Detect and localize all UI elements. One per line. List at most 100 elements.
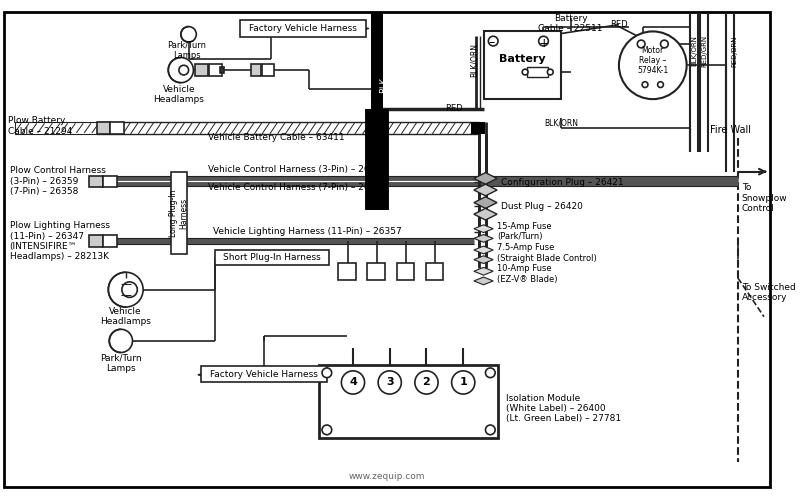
Text: Vehicle Control Harness (7-Pin) – 26346: Vehicle Control Harness (7-Pin) – 26346 (208, 183, 386, 192)
Polygon shape (474, 235, 494, 242)
Bar (426, 262, 443, 280)
Circle shape (322, 368, 332, 378)
Circle shape (486, 425, 495, 435)
Circle shape (661, 40, 668, 48)
Text: 4: 4 (349, 377, 357, 387)
Bar (471, 122, 485, 134)
Bar (338, 262, 356, 280)
Bar (89, 176, 102, 187)
Bar (367, 262, 385, 280)
Bar (371, 12, 383, 211)
Text: BLK: BLK (379, 77, 388, 93)
Text: 1: 1 (459, 377, 467, 387)
Text: BLK/ORN: BLK/ORN (544, 119, 578, 128)
Bar (103, 176, 117, 187)
Circle shape (179, 65, 189, 75)
Text: –: – (488, 36, 494, 49)
Bar (209, 64, 222, 76)
Circle shape (168, 57, 194, 83)
Bar (89, 236, 102, 247)
Circle shape (181, 26, 196, 42)
Text: To Switched
Accessory: To Switched Accessory (742, 283, 795, 302)
Text: Vehicle
Headlamps: Vehicle Headlamps (154, 85, 204, 104)
Bar (14, 122, 97, 134)
Text: 15-Amp Fuse
(Park/Turn): 15-Amp Fuse (Park/Turn) (497, 222, 552, 242)
Text: RED/GRN: RED/GRN (701, 35, 707, 67)
Circle shape (619, 31, 686, 99)
Polygon shape (474, 267, 494, 275)
Bar (97, 122, 110, 134)
Circle shape (122, 282, 138, 297)
Polygon shape (474, 225, 494, 233)
Text: Dust Plug – 26420: Dust Plug – 26420 (501, 202, 583, 211)
Bar (319, 365, 498, 438)
Text: RED: RED (610, 20, 628, 29)
Text: Factory Vehicle Harness: Factory Vehicle Harness (249, 24, 357, 33)
Circle shape (488, 36, 498, 46)
Circle shape (638, 40, 645, 48)
Text: Plow Battery
Cable – 21294: Plow Battery Cable – 21294 (8, 116, 72, 136)
Polygon shape (474, 209, 497, 220)
Text: Short Plug-In Harness: Short Plug-In Harness (223, 253, 321, 262)
Circle shape (342, 371, 365, 394)
Bar (201, 366, 327, 382)
Text: www.zequip.com: www.zequip.com (349, 472, 425, 481)
Text: Fire Wall: Fire Wall (710, 125, 750, 135)
Polygon shape (474, 184, 497, 196)
Text: Configuration Plug – 26421: Configuration Plug – 26421 (501, 178, 623, 187)
Polygon shape (474, 277, 494, 285)
Bar (103, 236, 117, 247)
Circle shape (486, 368, 495, 378)
Circle shape (415, 371, 438, 394)
Polygon shape (474, 197, 497, 209)
Text: 2: 2 (422, 377, 430, 387)
Bar (262, 64, 274, 76)
Text: Factory Vehicle Harness: Factory Vehicle Harness (210, 370, 318, 379)
Bar (527, 67, 548, 77)
Text: BLK/ORN: BLK/ORN (470, 43, 478, 77)
Circle shape (108, 272, 143, 307)
Text: Plow Control Harness
(3-Pin) – 26359
(7-Pin) – 26358: Plow Control Harness (3-Pin) – 26359 (7-… (10, 167, 106, 196)
Bar (97, 122, 478, 134)
Text: Park/Turn
Lamps: Park/Turn Lamps (167, 40, 206, 59)
Circle shape (452, 371, 475, 394)
Circle shape (110, 329, 133, 352)
Bar (240, 20, 366, 37)
Polygon shape (474, 246, 494, 254)
Polygon shape (474, 173, 497, 184)
Polygon shape (474, 256, 494, 263)
Text: To
Snowplow
Control: To Snowplow Control (742, 183, 787, 213)
Text: Vehicle Control Harness (3-Pin) – 26345: Vehicle Control Harness (3-Pin) – 26345 (208, 165, 386, 174)
Text: Vehicle
Headlamps: Vehicle Headlamps (100, 307, 151, 326)
Bar (110, 122, 124, 134)
Circle shape (658, 82, 663, 87)
Bar (251, 64, 261, 76)
Text: RED: RED (445, 104, 462, 113)
Text: Motor
Relay –
5794K-1: Motor Relay – 5794K-1 (637, 45, 669, 75)
Text: Vehicle Lighting Harness (11-Pin) – 26357: Vehicle Lighting Harness (11-Pin) – 2635… (213, 228, 402, 237)
Circle shape (538, 36, 548, 46)
Bar (195, 64, 208, 76)
Text: Long Plug-In
Harness: Long Plug-In Harness (170, 190, 189, 237)
Bar (171, 172, 186, 254)
Circle shape (322, 425, 332, 435)
Text: Battery
Cable – 22511: Battery Cable – 22511 (538, 14, 603, 33)
Text: Battery: Battery (499, 53, 546, 63)
Circle shape (378, 371, 402, 394)
Bar (214, 250, 329, 265)
Bar (483, 31, 561, 99)
Text: Plow Lighting Harness
(11-Pin) – 26347
(INTENSIFIRE™
Headlamps) – 28213K: Plow Lighting Harness (11-Pin) – 26347 (… (10, 221, 110, 261)
Text: 7.5-Amp Fuse
(Straight Blade Control): 7.5-Amp Fuse (Straight Blade Control) (497, 243, 597, 262)
Circle shape (522, 69, 528, 75)
Circle shape (547, 69, 553, 75)
Bar (397, 262, 414, 280)
Circle shape (642, 82, 648, 87)
Text: Vehicle Battery Cable – 63411: Vehicle Battery Cable – 63411 (208, 133, 345, 142)
Text: Isolation Module
(White Label) – 26400
(Lt. Green Label) – 27781: Isolation Module (White Label) – 26400 (… (506, 394, 621, 424)
Text: Park/Turn
Lamps: Park/Turn Lamps (100, 353, 142, 373)
Text: 10-Amp Fuse
(EZ-V® Blade): 10-Amp Fuse (EZ-V® Blade) (497, 264, 558, 284)
Text: RED/BRN: RED/BRN (731, 35, 737, 66)
Text: +: + (538, 36, 549, 49)
Text: BLK/ORN: BLK/ORN (691, 35, 698, 66)
Bar (221, 67, 224, 73)
